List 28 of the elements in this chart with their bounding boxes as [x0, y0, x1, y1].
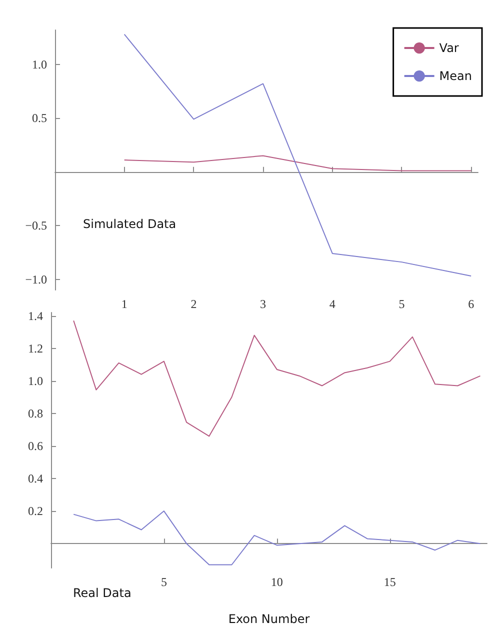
legend-label: Var — [439, 41, 459, 55]
x-tick-label: 2 — [190, 297, 197, 311]
x-tick-label: 1 — [121, 297, 128, 311]
line-series — [124, 155, 472, 172]
annotation: Simulated Data — [83, 217, 176, 231]
y-tick-label: 0.8 — [28, 406, 43, 420]
x-axis-title: Exon Number — [228, 612, 310, 626]
x-tick-label: 3 — [260, 297, 266, 311]
x-tick-label: 5 — [398, 297, 405, 311]
y-tick-label: 0.4 — [28, 471, 43, 486]
y-tick-label: 1.2 — [28, 341, 43, 356]
x-tick-label: 15 — [384, 575, 396, 589]
y-tick-label: 0.2 — [28, 504, 43, 518]
x-tick-label: 6 — [468, 297, 474, 311]
text: Real Data — [73, 586, 132, 600]
x-tick-label: 5 — [160, 575, 167, 589]
line-series — [73, 320, 481, 437]
y-tick-label: −0.5 — [25, 218, 47, 233]
x-tick-label: 4 — [329, 297, 336, 311]
y-tick-label: 0.6 — [28, 438, 43, 453]
legend-label: Mean — [439, 69, 472, 83]
y-tick-label: 1.4 — [28, 308, 43, 323]
line-series — [73, 510, 481, 566]
y-tick-label: 1.0 — [28, 374, 43, 388]
y-tick-label: −1.0 — [25, 272, 47, 286]
x-tick-label: 10 — [270, 575, 283, 589]
y-tick-label: 1.0 — [32, 57, 47, 72]
y-tick-label: 0.5 — [32, 111, 47, 126]
